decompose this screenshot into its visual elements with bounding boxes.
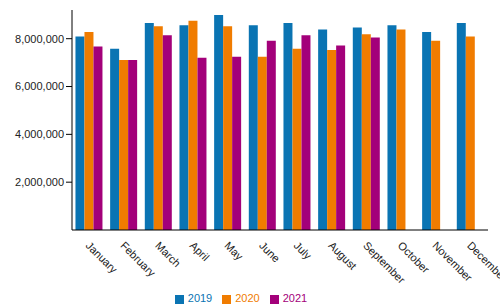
html-text:2019: 2019 <box>187 292 213 304</box>
html-text:2021: 2021 <box>282 292 308 304</box>
svg-text:6,000,000: 6,000,000 <box>15 80 64 92</box>
svg-text:April: April <box>188 239 212 263</box>
svg-text:February: February <box>118 239 158 279</box>
svg-text:June: June <box>257 239 282 264</box>
svg-text:October: October <box>396 239 432 275</box>
svg-text:November: November <box>430 239 475 284</box>
svg-text:March: March <box>153 239 183 269</box>
html-text:2020: 2020 <box>235 292 260 304</box>
svg-text:December: December <box>465 239 492 284</box>
svg-text:May: May <box>222 239 246 263</box>
svg-text:August: August <box>326 239 359 272</box>
svg-text:July: July <box>292 239 315 262</box>
svg-text:January: January <box>84 239 121 276</box>
svg-text:4,000,000: 4,000,000 <box>15 128 64 140</box>
svg-text:September: September <box>361 239 408 286</box>
svg-text:8,000,000: 8,000,000 <box>15 33 64 45</box>
svg-text:2,000,000: 2,000,000 <box>15 176 64 188</box>
